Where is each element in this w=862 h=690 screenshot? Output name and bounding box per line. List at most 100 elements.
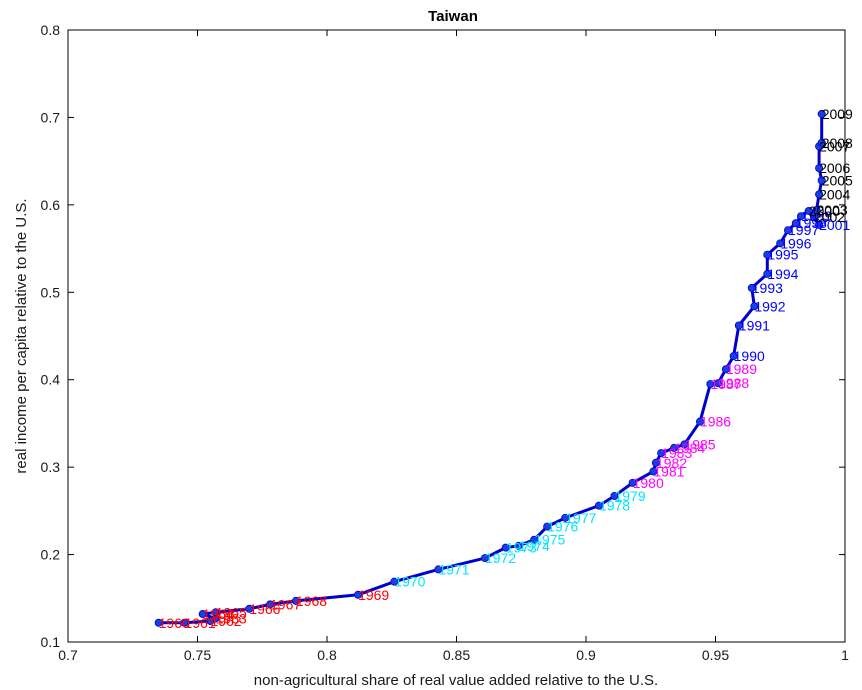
- x-tick-label: 0.95: [702, 647, 729, 663]
- year-label: 1980: [633, 475, 664, 491]
- chart-title: Taiwan: [428, 8, 478, 25]
- year-label: 1997: [788, 222, 819, 238]
- data-point: [561, 513, 570, 522]
- year-label: 1963: [216, 610, 247, 626]
- year-label: 1977: [565, 510, 596, 526]
- data-point: [721, 365, 730, 374]
- year-label: 1991: [739, 318, 770, 334]
- year-label: 1990: [734, 348, 765, 364]
- data-point: [817, 109, 826, 118]
- year-label: 1965: [216, 604, 247, 620]
- year-label: 1971: [438, 561, 469, 577]
- data-point: [815, 190, 824, 199]
- year-label: 1996: [780, 235, 811, 251]
- data-point: [514, 541, 523, 550]
- y-tick-label: 0.3: [41, 459, 61, 475]
- y-tick-label: 0.4: [41, 372, 61, 388]
- data-point: [734, 321, 743, 330]
- year-label: 1974: [519, 538, 550, 554]
- y-tick-label: 0.1: [41, 634, 61, 650]
- data-point: [610, 491, 619, 500]
- year-label: 1981: [653, 464, 684, 480]
- y-axis-label: real income per capita relative to the U…: [13, 198, 30, 473]
- data-point: [390, 577, 399, 586]
- data-point: [266, 600, 275, 609]
- data-point: [729, 352, 738, 361]
- data-point: [804, 206, 813, 215]
- year-label: 1961: [185, 615, 216, 631]
- data-point: [651, 458, 660, 467]
- year-label: 1962: [210, 613, 241, 629]
- year-label: 1970: [394, 574, 425, 590]
- year-label: 2001: [819, 217, 850, 233]
- data-point: [784, 226, 793, 235]
- data-point: [706, 380, 715, 389]
- data-point: [796, 212, 805, 221]
- x-axis: 0.7 0.75 0.8 0.85 0.9 0.95 1: [58, 30, 849, 663]
- data-point: [776, 239, 785, 248]
- x-tick-label: 0.85: [443, 647, 470, 663]
- year-label: 1960: [159, 615, 190, 631]
- data-point: [291, 596, 300, 605]
- year-label: 1966: [249, 601, 280, 617]
- marker-group: [154, 109, 826, 627]
- data-point: [695, 417, 704, 426]
- year-label: 1998: [796, 215, 827, 231]
- year-label: 1972: [485, 550, 516, 566]
- year-label: 1987: [710, 376, 741, 392]
- year-label: 1995: [767, 247, 798, 263]
- x-axis-label: non-agricultural share of real value add…: [254, 672, 658, 689]
- year-label: 1984: [674, 440, 705, 456]
- year-label: 1967: [270, 596, 301, 612]
- y-tick-label: 0.6: [41, 197, 61, 213]
- year-label: 1994: [767, 266, 798, 282]
- year-label: 2009: [822, 106, 853, 122]
- data-point: [530, 535, 539, 544]
- x-tick-label: 0.8: [317, 647, 337, 663]
- data-point: [747, 283, 756, 292]
- data-point: [245, 604, 254, 613]
- y-tick-label: 0.5: [41, 284, 61, 300]
- data-point: [817, 138, 826, 147]
- data-point: [543, 522, 552, 531]
- data-point: [812, 206, 821, 215]
- year-label: 1964: [203, 606, 234, 622]
- year-label: 2004: [819, 186, 850, 202]
- data-point: [198, 610, 207, 619]
- y-tick-label: 0.8: [41, 22, 61, 38]
- year-label: 1993: [752, 280, 783, 296]
- year-label: 1985: [684, 436, 715, 452]
- data-point: [480, 554, 489, 563]
- data-point: [211, 608, 220, 617]
- year-label: 2000: [809, 203, 840, 219]
- data-point: [815, 220, 824, 229]
- year-label: 1969: [358, 587, 389, 603]
- year-label: 1982: [656, 455, 687, 471]
- data-point: [594, 501, 603, 510]
- year-label: 1986: [700, 414, 731, 430]
- x-tick-label: 0.75: [184, 647, 211, 663]
- data-point: [714, 379, 723, 388]
- data-point: [763, 269, 772, 278]
- x-tick-label: 0.9: [576, 647, 596, 663]
- year-label: 1978: [599, 498, 630, 514]
- data-point: [670, 443, 679, 452]
- year-label: 1988: [718, 375, 749, 391]
- year-label: 2003: [817, 202, 848, 218]
- year-label: 1979: [614, 488, 645, 504]
- year-label: 2008: [822, 135, 853, 151]
- data-point: [154, 618, 163, 627]
- year-label: 2005: [822, 172, 853, 188]
- year-label: 1989: [726, 361, 757, 377]
- data-point: [817, 176, 826, 185]
- data-point: [791, 219, 800, 228]
- y-axis: 0.1 0.2 0.3 0.4 0.5 0.6 0.7 0.8: [41, 22, 845, 650]
- year-label: 1976: [547, 519, 578, 535]
- data-point: [680, 440, 689, 449]
- data-point: [180, 618, 189, 627]
- data-point: [434, 565, 443, 574]
- year-label: 1983: [661, 445, 692, 461]
- data-point: [815, 164, 824, 173]
